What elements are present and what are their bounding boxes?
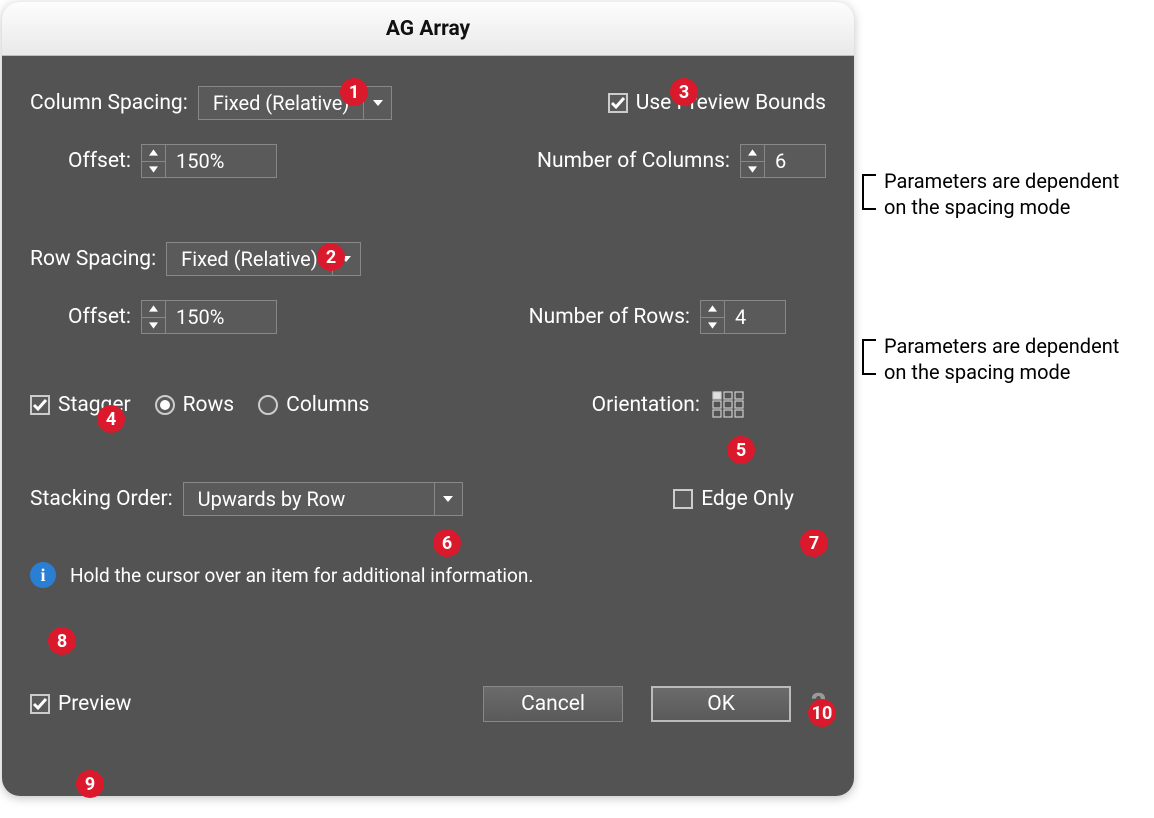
annot-2: Parameters are dependenton the spacing m… bbox=[884, 333, 1119, 385]
stacking-dropdown[interactable]: Upwards by Row bbox=[183, 482, 463, 516]
column-spacing-label: Column Spacing: bbox=[30, 91, 188, 115]
stagger-columns-label: Columns bbox=[286, 393, 369, 417]
row-offset-value: 150% bbox=[166, 301, 276, 333]
column-spacing-row: Column Spacing: Fixed (Relative) Use Pre… bbox=[30, 86, 826, 120]
edge-only-checkbox[interactable] bbox=[673, 489, 693, 509]
callout-6: 6 bbox=[433, 529, 461, 557]
bottom-row: Preview Cancel OK ? bbox=[30, 686, 826, 722]
column-spacing-value: Fixed (Relative) bbox=[199, 87, 364, 119]
num-rows-label: Number of Rows: bbox=[529, 305, 690, 329]
preview-bounds-checkbox[interactable] bbox=[608, 93, 628, 113]
row-spacing-row: Row Spacing: Fixed (Relative) bbox=[30, 242, 826, 276]
callout-10: 10 bbox=[808, 699, 836, 727]
annot-1: Parameters are dependenton the spacing m… bbox=[884, 168, 1119, 220]
spinner-arrows-icon bbox=[741, 145, 765, 177]
orientation-label: Orientation: bbox=[592, 393, 700, 417]
cancel-button[interactable]: Cancel bbox=[483, 686, 623, 722]
stacking-value: Upwards by Row bbox=[184, 483, 434, 515]
stagger-row: Stagger Rows Columns Orientation: bbox=[30, 388, 826, 422]
stagger-columns-radio[interactable] bbox=[258, 395, 278, 415]
callout-2: 2 bbox=[317, 243, 345, 271]
num-columns-value: 6 bbox=[765, 145, 825, 177]
stacking-row: Stacking Order: Upwards by Row Edge Only bbox=[30, 482, 826, 516]
spinner-arrows-icon bbox=[701, 301, 725, 333]
callout-5: 5 bbox=[727, 436, 755, 464]
callout-8: 8 bbox=[48, 627, 76, 655]
num-rows-value: 4 bbox=[725, 301, 785, 333]
row-spacing-value: Fixed (Relative) bbox=[167, 243, 332, 275]
num-columns-spinner[interactable]: 6 bbox=[740, 144, 826, 178]
preview-bounds-label: Use Preview Bounds bbox=[636, 91, 826, 115]
row-offset-spinner[interactable]: 150% bbox=[141, 300, 277, 334]
callout-7: 7 bbox=[800, 529, 828, 557]
info-icon: i bbox=[30, 562, 56, 588]
row-params-row: Offset: 150% Number of Rows: 4 bbox=[30, 300, 826, 334]
col-offset-label: Offset: bbox=[68, 149, 131, 173]
stagger-rows-radio[interactable] bbox=[155, 395, 175, 415]
info-text: Hold the cursor over an item for additio… bbox=[70, 564, 533, 587]
titlebar: AG Array bbox=[2, 2, 854, 56]
preview-checkbox[interactable] bbox=[30, 694, 50, 714]
window-title: AG Array bbox=[386, 17, 470, 41]
dialog-body: Column Spacing: Fixed (Relative) Use Pre… bbox=[2, 56, 854, 796]
ok-button[interactable]: OK bbox=[651, 686, 791, 722]
column-params-row: Offset: 150% Number of Columns: 6 bbox=[30, 144, 826, 178]
col-offset-spinner[interactable]: 150% bbox=[141, 144, 277, 178]
row-spacing-label: Row Spacing: bbox=[30, 247, 156, 271]
preview-label: Preview bbox=[58, 692, 131, 716]
edge-only-label: Edge Only bbox=[701, 487, 794, 511]
stagger-rows-label: Rows bbox=[183, 393, 235, 417]
stacking-label: Stacking Order: bbox=[30, 487, 173, 511]
callout-1: 1 bbox=[340, 78, 368, 106]
orientation-grid-icon[interactable] bbox=[712, 391, 746, 419]
info-row: i Hold the cursor over an item for addit… bbox=[30, 558, 826, 592]
row-offset-label: Offset: bbox=[68, 305, 131, 329]
stagger-checkbox[interactable] bbox=[30, 395, 50, 415]
spinner-arrows-icon bbox=[142, 301, 166, 333]
dialog-window: AG Array Column Spacing: Fixed (Relative… bbox=[2, 2, 854, 796]
callout-9: 9 bbox=[76, 770, 104, 798]
callout-4: 4 bbox=[97, 405, 125, 433]
cancel-button-label: Cancel bbox=[521, 692, 585, 716]
col-offset-value: 150% bbox=[166, 145, 276, 177]
num-rows-spinner[interactable]: 4 bbox=[700, 300, 786, 334]
bracket-2 bbox=[862, 339, 876, 375]
spinner-arrows-icon bbox=[142, 145, 166, 177]
num-columns-label: Number of Columns: bbox=[537, 149, 730, 173]
bracket-1 bbox=[862, 174, 876, 210]
ok-button-label: OK bbox=[707, 692, 735, 716]
chevron-down-icon bbox=[434, 483, 462, 515]
callout-3: 3 bbox=[670, 78, 698, 106]
